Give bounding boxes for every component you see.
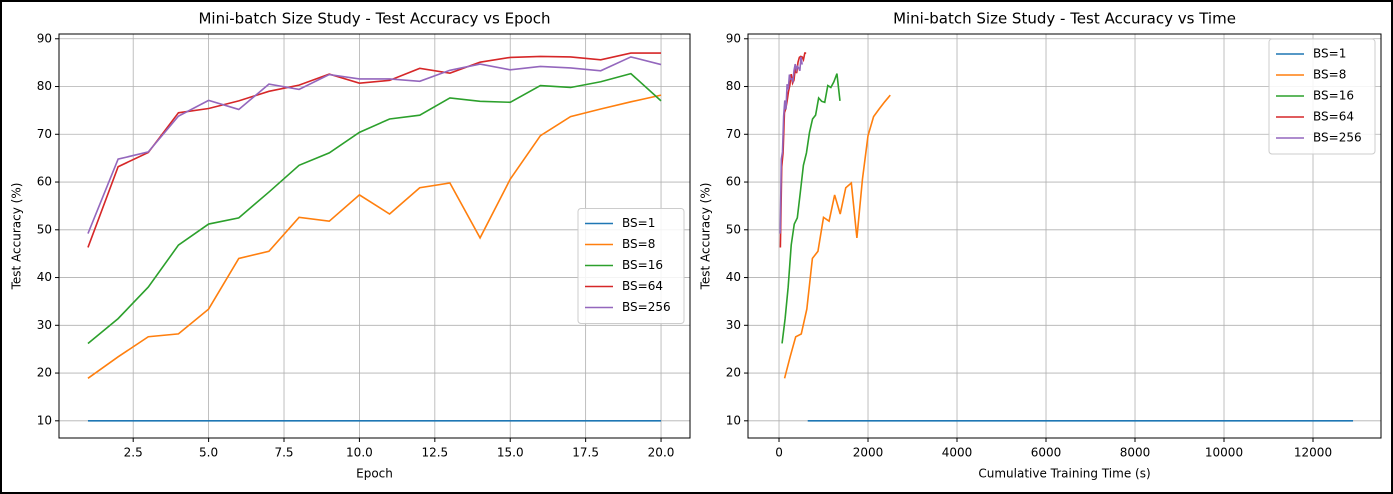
x-tick-label: 4000	[942, 446, 973, 460]
y-tick-label: 90	[726, 31, 741, 45]
legend-label: BS=256	[1313, 131, 1362, 145]
chart-title: Mini-batch Size Study - Test Accuracy vs…	[893, 10, 1236, 28]
x-axis-label: Cumulative Training Time (s)	[978, 467, 1150, 481]
chart-title: Mini-batch Size Study - Test Accuracy vs…	[198, 10, 550, 28]
x-tick-label: 12.5	[421, 446, 448, 460]
series-line	[783, 94, 891, 379]
legend-label: BS=16	[1313, 89, 1354, 103]
legend-label: BS=8	[1313, 68, 1346, 82]
y-tick-label: 20	[37, 366, 52, 380]
y-tick-label: 30	[726, 318, 741, 332]
x-tick-label: 5.0	[199, 446, 218, 460]
legend-label: BS=8	[622, 237, 655, 251]
series-line	[87, 52, 662, 248]
x-tick-label: 8000	[1120, 446, 1151, 460]
x-tick-label: 12000	[1294, 446, 1332, 460]
y-tick-label: 20	[726, 366, 741, 380]
y-tick-label: 50	[37, 222, 52, 236]
y-tick-label: 60	[37, 175, 52, 189]
x-tick-label: 10000	[1205, 446, 1243, 460]
y-tick-label: 40	[726, 270, 741, 284]
y-tick-label: 90	[37, 31, 52, 45]
y-tick-label: 40	[37, 270, 52, 284]
x-axis-label: Epoch	[356, 467, 393, 481]
x-tick-label: 10.0	[346, 446, 373, 460]
legend-box	[577, 208, 685, 324]
x-tick-label: 2.5	[124, 446, 143, 460]
y-tick-label: 10	[726, 413, 741, 427]
y-tick-label: 70	[37, 127, 52, 141]
y-tick-label: 70	[726, 127, 741, 141]
y-tick-label: 10	[37, 413, 52, 427]
legend-box	[1268, 38, 1376, 155]
y-tick-label: 50	[726, 222, 741, 236]
x-tick-label: 0	[775, 446, 783, 460]
legend-label: BS=16	[622, 258, 663, 272]
plot-frame	[58, 33, 691, 439]
series-line	[87, 94, 662, 379]
series-line	[87, 72, 662, 345]
y-tick-label: 30	[37, 318, 52, 332]
x-tick-label: 15.0	[497, 446, 524, 460]
y-tick-label: 60	[726, 175, 741, 189]
legend-label: BS=64	[622, 279, 663, 293]
y-tick-label: 80	[37, 79, 52, 93]
x-tick-label: 6000	[1031, 446, 1062, 460]
series-line	[781, 73, 841, 344]
series-line	[87, 56, 662, 234]
x-tick-label: 17.5	[572, 446, 599, 460]
legend-label: BS=1	[622, 216, 655, 230]
legend-label: BS=1	[1313, 47, 1346, 61]
legend-label: BS=64	[1313, 110, 1354, 124]
x-tick-label: 20.0	[648, 446, 675, 460]
plot-frame	[747, 33, 1382, 439]
y-tick-label: 80	[726, 79, 741, 93]
series-line	[779, 56, 803, 234]
x-tick-label: 2000	[853, 446, 884, 460]
legend-label: BS=256	[622, 300, 671, 314]
x-tick-label: 7.5	[274, 446, 293, 460]
y-axis-label: Test Accuracy (%)	[699, 183, 713, 291]
y-axis-label: Test Accuracy (%)	[10, 183, 24, 291]
